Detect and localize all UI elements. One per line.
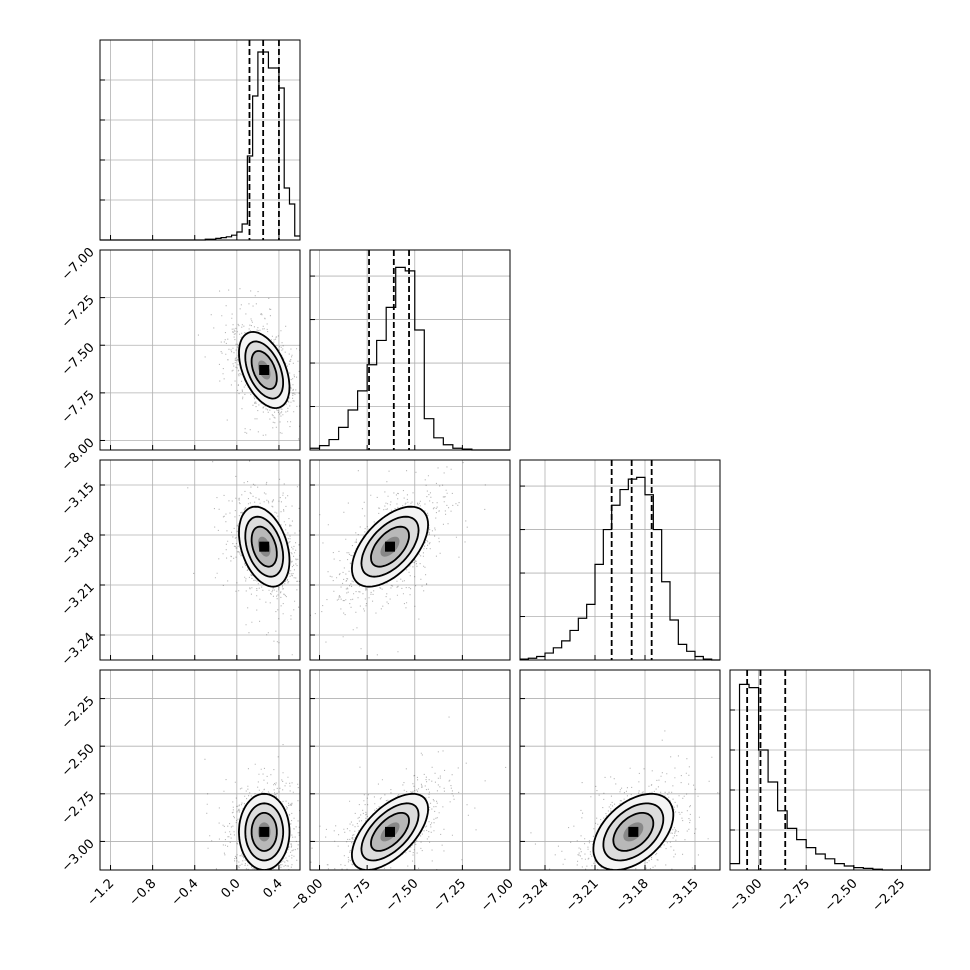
panel-content-3-1 xyxy=(310,670,510,870)
scatter-panel-3-2 xyxy=(519,669,721,871)
hist-frame-2 xyxy=(519,459,721,661)
y-tick-label-1-2: −7.50 xyxy=(59,340,98,379)
histogram-3 xyxy=(730,683,930,871)
hist-frame-3 xyxy=(729,669,931,871)
scatter-frame-2-0 xyxy=(99,459,301,661)
hist-frame-1 xyxy=(309,249,511,451)
y-tick-label-3-1: −2.75 xyxy=(59,789,98,828)
scatter-panel-2-1 xyxy=(309,459,511,661)
mode-marker-3-1 xyxy=(385,826,395,837)
x-tick-label-3-1: −2.75 xyxy=(774,876,813,915)
y-tick-label-1-1: −7.75 xyxy=(59,388,98,427)
y-tick-label-2-2: −3.18 xyxy=(59,530,98,569)
contour-1-0-0 xyxy=(250,350,278,390)
x-tick-label-1-3: −7.25 xyxy=(430,876,469,915)
y-tick-label-3-0: −3.00 xyxy=(59,836,98,875)
contour-1-0-2 xyxy=(238,330,291,410)
contour-2-1-2 xyxy=(350,505,430,588)
contour-3-2-2 xyxy=(592,792,675,870)
contour-2-1-1 xyxy=(360,515,420,578)
contour-3-0-1 xyxy=(244,802,285,862)
scatter-frame-3-1 xyxy=(309,669,511,871)
scatter-frame-2-1 xyxy=(309,459,511,661)
x-tick-label-1-2: −7.50 xyxy=(383,876,422,915)
x-tick-label-1-0: −8.00 xyxy=(288,876,327,915)
hist-panel-1 xyxy=(309,249,511,451)
x-tick-label-3-0: −3.00 xyxy=(727,876,766,915)
histogram-2 xyxy=(520,476,720,661)
hist-frame-0 xyxy=(99,39,301,241)
histogram-1 xyxy=(310,266,510,451)
mode-marker-2-1 xyxy=(385,541,395,552)
scatter-frame-3-2 xyxy=(519,669,721,871)
x-tick-label-2-0: −3.24 xyxy=(513,876,552,915)
contour-3-0-2 xyxy=(237,792,291,870)
contour-3-0-0 xyxy=(250,812,278,852)
x-tick-label-0-0: −1.2 xyxy=(84,876,117,909)
x-tick-label-0-1: −0.8 xyxy=(127,876,160,909)
x-tick-label-1-4: −7.00 xyxy=(478,876,517,915)
y-tick-label-2-1: −3.21 xyxy=(59,580,98,619)
contour-3-1-2 xyxy=(350,792,430,870)
mode-marker-1-0 xyxy=(259,365,270,375)
mode-marker-2-0 xyxy=(259,541,270,552)
contour-1-0-1 xyxy=(244,340,284,400)
y-tick-label-2-3: −3.15 xyxy=(59,480,98,519)
panel-content-1-0 xyxy=(100,250,300,450)
scatter-panel-2-0 xyxy=(99,459,301,661)
contour-2-0-1 xyxy=(244,515,285,578)
contour-3-2-1 xyxy=(602,802,665,862)
scatter-panel-3-0 xyxy=(99,669,301,871)
contour-3-1-0 xyxy=(370,812,410,852)
y-tick-label-1-4: −7.00 xyxy=(59,245,98,284)
x-tick-label-2-2: −3.18 xyxy=(613,876,652,915)
panel-content-3-2 xyxy=(520,670,720,870)
panel-content-3-0 xyxy=(100,670,300,870)
scatter-frame-1-0 xyxy=(99,249,301,451)
y-tick-label-3-3: −2.25 xyxy=(59,694,98,733)
x-tick-label-3-2: −2.50 xyxy=(822,876,861,915)
x-tick-label-3-3: −2.25 xyxy=(869,876,908,915)
x-tick-label-2-1: −3.21 xyxy=(563,876,602,915)
x-tick-label-1-1: −7.75 xyxy=(335,876,374,915)
contour-3-2-0 xyxy=(612,812,655,852)
panel-content-2-1 xyxy=(310,460,510,660)
mode-marker-3-2 xyxy=(628,826,639,837)
y-tick-label-1-3: −7.25 xyxy=(59,293,98,332)
panel-content-2-0 xyxy=(100,460,300,660)
x-tick-label-2-3: −3.15 xyxy=(663,876,702,915)
scatter-panel-3-1 xyxy=(309,669,511,871)
contour-2-1-0 xyxy=(370,525,410,568)
hist-panel-2 xyxy=(519,459,721,661)
scatter-panel-1-0 xyxy=(99,249,301,451)
y-tick-label-1-0: −8.00 xyxy=(59,436,98,475)
contour-2-0-2 xyxy=(238,505,291,588)
hist-panel-0 xyxy=(99,39,301,241)
contour-3-1-1 xyxy=(360,802,420,862)
x-tick-label-0-2: −0.4 xyxy=(169,876,202,909)
x-tick-label-0-4: 0.4 xyxy=(261,876,286,901)
hist-panel-3 xyxy=(729,669,931,871)
x-tick-label-0-3: 0.0 xyxy=(218,876,243,901)
y-tick-label-2-0: −3.24 xyxy=(59,630,98,669)
mode-marker-3-0 xyxy=(259,826,270,837)
contour-2-0-0 xyxy=(250,525,278,568)
y-tick-label-3-2: −2.50 xyxy=(59,741,98,780)
scatter-frame-3-0 xyxy=(99,669,301,871)
